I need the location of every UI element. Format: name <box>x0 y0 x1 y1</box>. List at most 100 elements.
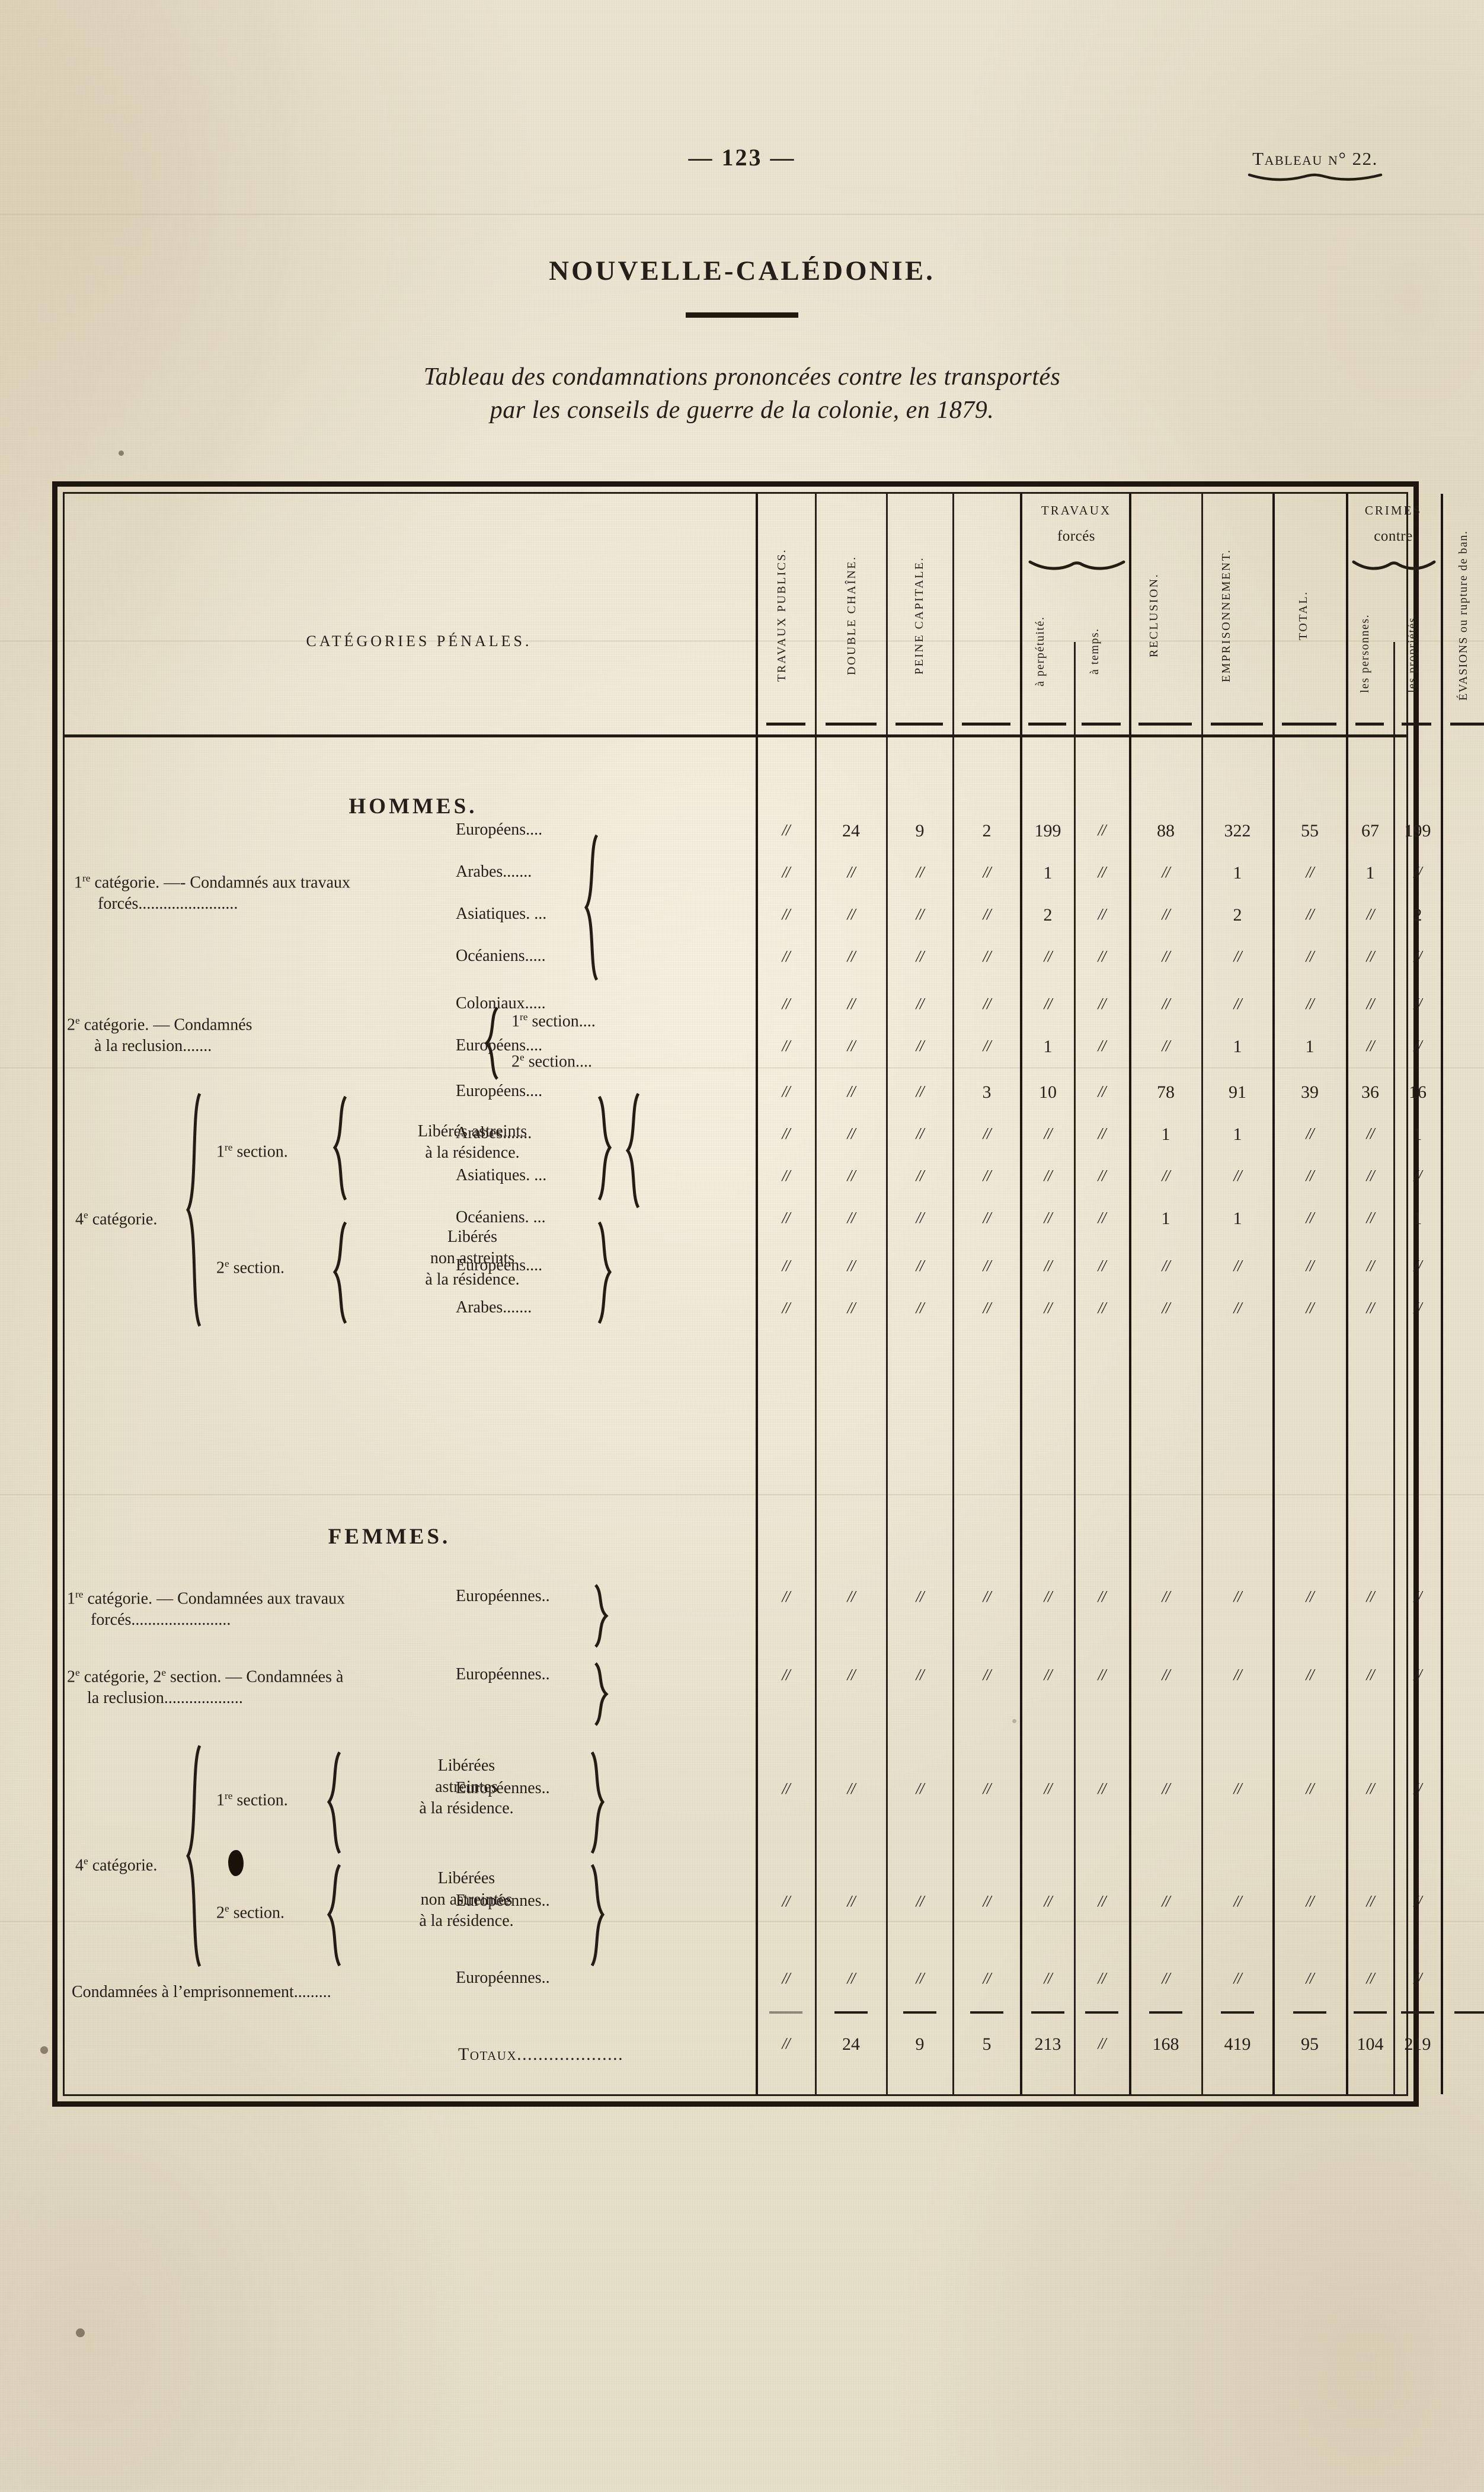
cell-nil: // <box>1098 1037 1106 1055</box>
cell-nil: // <box>983 1257 991 1274</box>
cell-value: 5 <box>982 2034 992 2054</box>
column-header-emprisonnement: EMPRISONNEMENT. <box>1220 548 1233 682</box>
cell-nil: // <box>1098 1299 1106 1317</box>
cell-nil: // <box>1306 1257 1314 1274</box>
totals-rule <box>834 2011 868 2014</box>
cell-nil: // <box>782 1969 790 1987</box>
crimes-brace-icon <box>1352 560 1436 570</box>
cell-nil: // <box>916 863 924 881</box>
totals-rule <box>903 2011 936 2014</box>
col-rule-7 <box>1272 494 1275 2094</box>
cell-nil: // <box>916 1779 924 1797</box>
cell-nil: // <box>1306 863 1314 881</box>
cell-nil: // <box>1162 905 1170 923</box>
cell-nil: // <box>1306 905 1314 923</box>
cell-nil: // <box>1233 1587 1242 1605</box>
col-rule-stub <box>756 494 758 2094</box>
group-brace-f2-icon <box>594 1662 609 1726</box>
cell-nil: // <box>1233 1666 1242 1683</box>
totals-rule <box>1149 2011 1182 2014</box>
cell-nil: // <box>1366 1209 1374 1226</box>
row-group-label-f5: Condamnées à l’emprisonnement......... <box>72 1983 331 2001</box>
cell-nil: // <box>1162 1892 1170 1910</box>
cell-value: 24 <box>842 821 860 841</box>
totals-rule <box>1221 2011 1254 2014</box>
cell-value: 213 <box>1034 2034 1061 2054</box>
cell-nil: // <box>847 1892 855 1910</box>
cell-nil: // <box>1306 1124 1314 1142</box>
column-header-evasions: ÉVASIONS ou rupture de ban. <box>1457 530 1470 701</box>
ethnicity-label: Asiatiques. ... <box>456 905 547 923</box>
table-inner-border <box>63 492 1408 2096</box>
eth-brace-h4-s1-icon <box>625 1092 640 1209</box>
cell-nil: // <box>1098 1124 1106 1142</box>
table-number-label: Tableau n° 22. <box>1252 148 1378 169</box>
cell-nil: // <box>916 1037 924 1055</box>
cell-nil: // <box>983 1124 991 1142</box>
column-header-reclusion: RECLUSION. <box>1147 573 1160 658</box>
cell-nil: // <box>983 1587 991 1605</box>
row-group-label-h2-line1: 2e catégorie. — Condamnés <box>67 1015 252 1034</box>
subsection-brace-f4-s2-icon <box>327 1864 341 1967</box>
cell-nil: // <box>1098 995 1106 1012</box>
cell-nil: // <box>1366 1299 1374 1317</box>
ethnicity-label: Européennes.. <box>456 1892 550 1910</box>
cell-nil: // <box>1413 1587 1422 1605</box>
row-group-label-f2-line2: la reclusion................... <box>87 1689 243 1708</box>
col-rule-6 <box>1201 494 1203 2094</box>
cell-nil: // <box>1162 947 1170 965</box>
ethnicity-label: Arabes....... <box>456 862 532 881</box>
cell-nil: // <box>1413 1037 1422 1055</box>
cell-nil: // <box>1413 1167 1422 1184</box>
ethnicity-label: Arabes....... <box>456 1298 532 1317</box>
row-group-label-h4: 4e catégorie. <box>75 1209 158 1229</box>
subsection-desc-f4-s2-line1: Libérées <box>437 1869 495 1887</box>
cell-nil: // <box>847 1969 855 1987</box>
totals-label: Totaux.................... <box>458 2044 624 2064</box>
cell-nil: // <box>1413 1666 1422 1683</box>
ethnicity-label: Océaniens..... <box>456 947 546 965</box>
cell-nil: // <box>916 947 924 965</box>
cell-value: 419 <box>1224 2034 1251 2054</box>
cell-nil: // <box>983 1969 991 1987</box>
cell-value: 1 <box>1413 1209 1422 1228</box>
cell-value: 2 <box>1233 905 1242 925</box>
cell-value: 16 <box>1409 1082 1427 1102</box>
cell-nil: // <box>1233 1779 1242 1797</box>
cell-nil: // <box>1098 905 1106 923</box>
cell-value: 55 <box>1301 821 1319 841</box>
cell-nil: // <box>1233 1167 1242 1184</box>
subsection-brace-f4-s1-right-icon <box>590 1751 605 1854</box>
cell-nil: // <box>983 1666 991 1683</box>
cell-nil: // <box>1413 1299 1422 1317</box>
subtitle-line-1: Tableau des condamnations prononcées con… <box>423 363 1061 391</box>
cell-nil: // <box>1413 995 1422 1012</box>
cell-nil: // <box>1413 1892 1422 1910</box>
ethnicity-label: Européens.... <box>456 1082 543 1100</box>
cell-nil: // <box>1162 1666 1170 1683</box>
cell-nil: // <box>1162 1299 1170 1317</box>
cell-value: 24 <box>842 2034 860 2054</box>
cell-value: 91 <box>1229 1082 1246 1102</box>
cell-nil: // <box>1044 1587 1052 1605</box>
column-header-a-temps: à temps. <box>1088 628 1101 675</box>
col-rule-2 <box>886 494 888 2094</box>
subsection-desc-f4-s1-line3: à la résidence. <box>419 1798 514 1817</box>
col-rule-tf-split <box>1074 642 1076 2094</box>
subsection-brace-h4-s2-icon <box>332 1221 347 1324</box>
subsection-brace-f4-s1-icon <box>327 1751 341 1854</box>
totals-rule <box>1454 2011 1484 2014</box>
col-rule-crimes-split <box>1393 642 1395 2094</box>
ethnicity-label: Européens.... <box>456 1256 543 1274</box>
cell-nil: // <box>1233 1969 1242 1987</box>
cell-nil: // <box>1098 1892 1106 1910</box>
cell-nil: // <box>1366 1666 1374 1683</box>
cell-nil: // <box>1366 1969 1374 1987</box>
cell-nil: // <box>1366 1257 1374 1274</box>
cell-nil: // <box>847 995 855 1012</box>
cell-value: 2 <box>1413 905 1422 925</box>
cell-value: 10 <box>1039 1082 1057 1102</box>
cell-nil: // <box>983 863 991 881</box>
cell-nil: // <box>1162 1587 1170 1605</box>
cell-nil: // <box>1413 863 1422 881</box>
